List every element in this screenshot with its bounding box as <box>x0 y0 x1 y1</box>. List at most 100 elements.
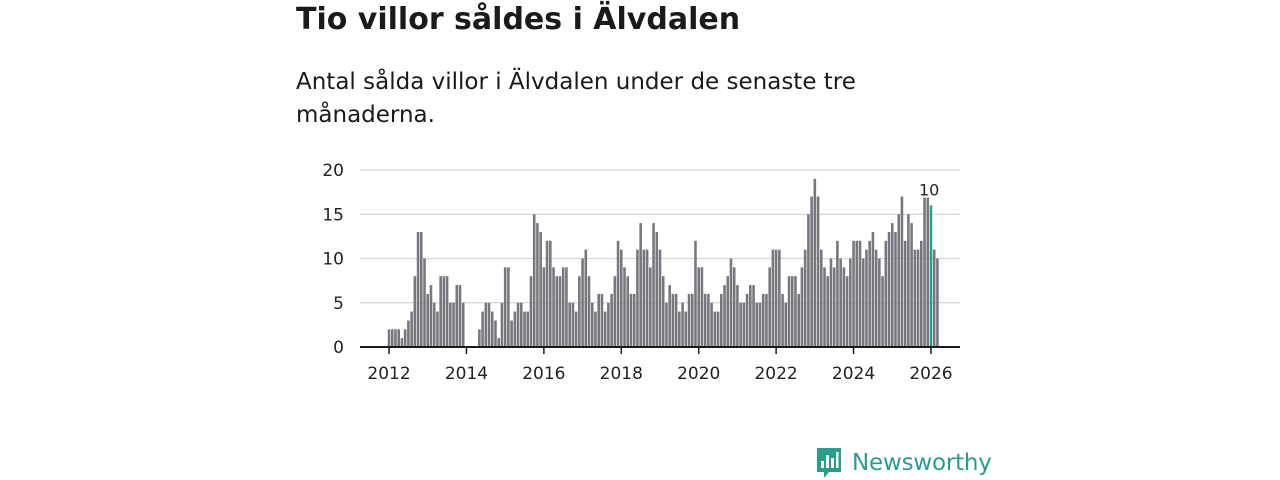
bar <box>710 302 713 347</box>
bar <box>649 267 652 347</box>
y-tick-label: 20 <box>322 161 344 181</box>
bar <box>636 249 639 347</box>
bar <box>674 293 678 347</box>
bar <box>923 187 926 347</box>
bar <box>461 302 465 347</box>
bar <box>671 293 675 347</box>
bar <box>507 267 510 347</box>
bar <box>497 338 500 347</box>
bar <box>829 258 833 347</box>
bar <box>761 293 765 347</box>
bar <box>897 214 900 347</box>
bar <box>484 302 488 347</box>
bar <box>839 258 842 347</box>
x-tick-label: 2016 <box>522 364 565 384</box>
bars <box>387 178 939 347</box>
bar <box>494 320 497 347</box>
bar <box>910 223 913 347</box>
bar <box>500 302 504 347</box>
bar <box>826 276 830 347</box>
bar <box>439 276 442 347</box>
bar <box>878 258 881 347</box>
bar <box>416 231 420 347</box>
bar <box>458 285 462 347</box>
bar <box>861 258 865 347</box>
bar <box>694 240 697 347</box>
bar <box>832 267 836 347</box>
bar <box>610 293 613 347</box>
bar <box>907 214 910 347</box>
bar <box>723 285 726 347</box>
bar <box>932 249 936 347</box>
bar <box>516 302 520 347</box>
bar <box>594 311 597 347</box>
bar <box>413 276 417 347</box>
bar <box>868 240 871 347</box>
bar <box>920 240 923 347</box>
bar <box>797 293 800 347</box>
bar <box>455 285 459 347</box>
bar <box>574 311 578 347</box>
bar <box>536 223 539 347</box>
bar <box>913 249 917 347</box>
bar <box>816 196 820 347</box>
bar <box>661 276 665 347</box>
bar <box>603 311 607 347</box>
bar <box>452 302 455 347</box>
bar <box>420 231 423 347</box>
chart-subtitle: Antal sålda villor i Älvdalen under de s… <box>296 69 856 128</box>
bar <box>716 311 720 347</box>
bar <box>445 276 449 347</box>
bar <box>703 293 707 347</box>
bar <box>520 302 523 347</box>
bar <box>449 302 452 347</box>
bar <box>620 249 623 347</box>
newsworthy-logo: Newsworthy <box>815 446 992 480</box>
bar <box>936 258 939 347</box>
bar <box>552 267 555 347</box>
bar <box>565 267 568 347</box>
bar <box>842 267 846 347</box>
bar <box>387 329 391 347</box>
bar <box>903 240 907 347</box>
bar <box>645 249 649 347</box>
bar <box>403 329 407 347</box>
bar <box>739 302 742 347</box>
bar <box>561 267 565 347</box>
bar <box>745 293 749 347</box>
bar <box>400 338 404 347</box>
bar <box>584 249 588 347</box>
bar <box>887 231 891 347</box>
bar <box>549 240 552 347</box>
x-tick-label: 2014 <box>445 364 488 384</box>
bar <box>890 223 894 347</box>
bar <box>623 267 626 347</box>
bar <box>481 311 484 347</box>
bar <box>668 285 671 347</box>
bar <box>800 267 804 347</box>
bar <box>726 276 730 347</box>
x-tick-label: 2024 <box>832 364 875 384</box>
bar <box>900 196 904 347</box>
x-tick-label: 2020 <box>677 364 720 384</box>
bar <box>545 240 549 347</box>
bar <box>390 329 394 347</box>
bar <box>768 267 771 347</box>
bar <box>784 302 788 347</box>
bar <box>755 302 759 347</box>
bar <box>600 293 604 347</box>
axes <box>360 346 960 354</box>
bar <box>707 293 710 347</box>
bar <box>781 293 784 347</box>
bar <box>558 276 562 347</box>
bar <box>655 231 659 347</box>
bar <box>526 311 530 347</box>
bar <box>794 276 797 347</box>
bar <box>410 311 413 347</box>
bar <box>397 329 400 347</box>
bar <box>555 276 559 347</box>
bar <box>616 240 620 347</box>
y-tick-label: 5 <box>333 294 344 314</box>
bar <box>803 249 807 347</box>
bar <box>503 267 507 347</box>
